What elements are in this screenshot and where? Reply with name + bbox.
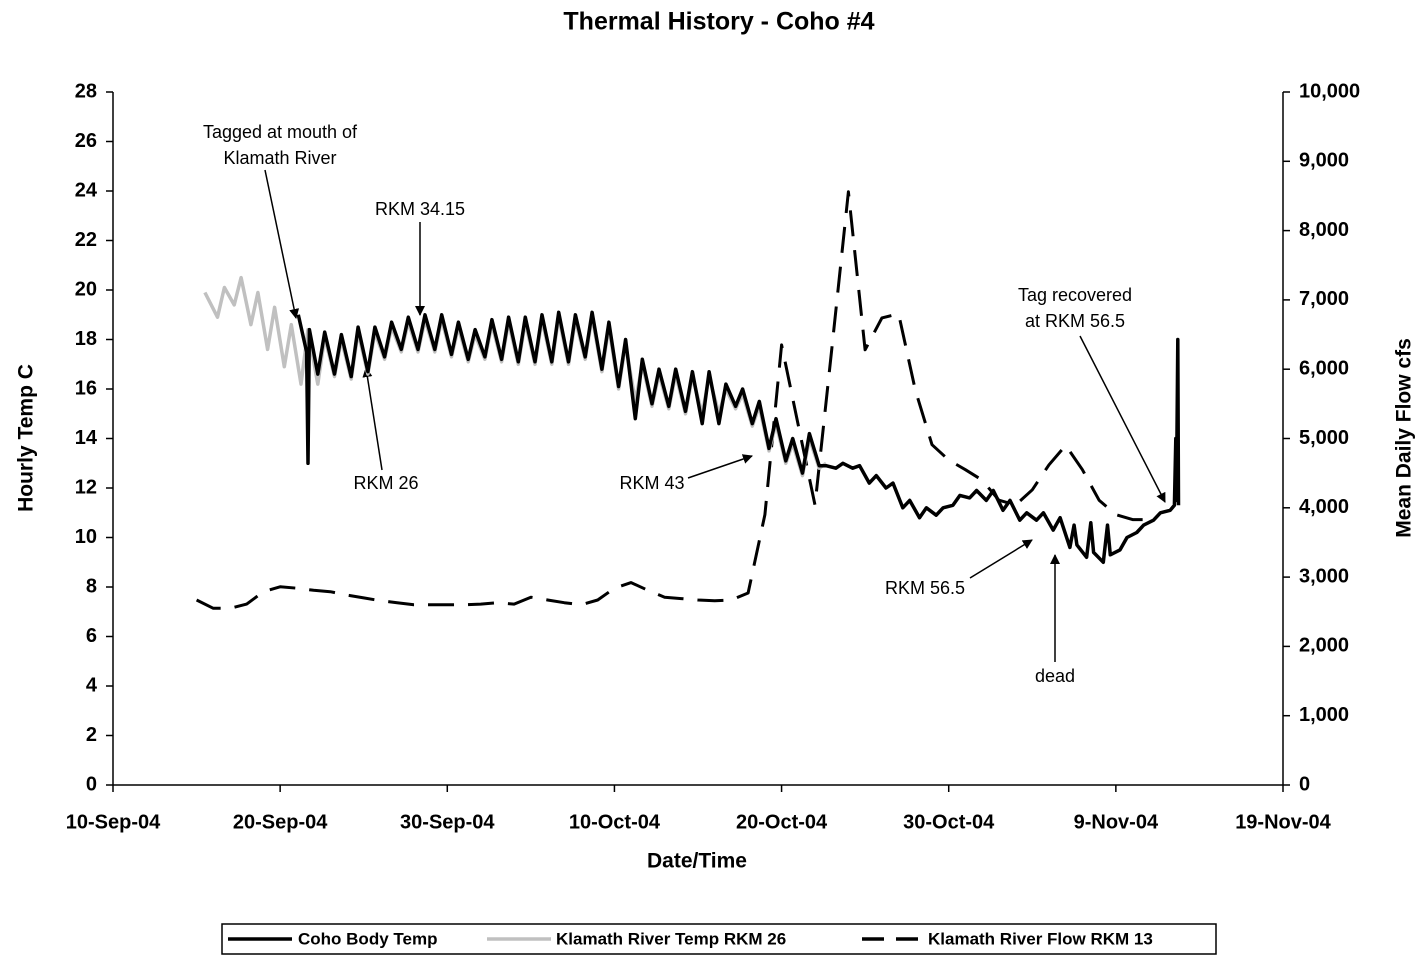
y-tick-label: 14 (75, 427, 98, 449)
y2-tick-label: 1,000 (1299, 704, 1349, 726)
y-tick-label: 20 (75, 278, 97, 300)
y-tick-label: 26 (75, 130, 97, 152)
y-tick-label: 28 (75, 80, 97, 102)
annotation: dead (1035, 666, 1075, 686)
y2-axis-label: Mean Daily Flow cfs (1393, 338, 1416, 538)
annotation: RKM 26 (353, 473, 418, 493)
annotation: Tagged at mouth of (203, 122, 358, 142)
x-tick-label: 30-Sep-04 (400, 811, 495, 833)
annotation: RKM 56.5 (885, 578, 965, 598)
y2-tick-label: 8,000 (1299, 219, 1349, 241)
y2-tick-label: 2,000 (1299, 635, 1349, 657)
y2-tick-label: 7,000 (1299, 288, 1349, 310)
legend-box (221, 923, 1217, 955)
x-tick-label: 20-Sep-04 (233, 811, 328, 833)
annotation: Tag recovered (1018, 285, 1132, 305)
annotation: RKM 43 (619, 473, 684, 493)
arrow (969, 539, 1033, 579)
y-tick-label: 16 (75, 377, 97, 399)
y-tick-label: 18 (75, 328, 97, 350)
arrow (687, 454, 753, 479)
legend-label: Coho Body Temp (298, 929, 437, 948)
series-line (296, 310, 1181, 565)
y-tick-label: 6 (86, 625, 97, 647)
x-axis-label: Date/Time (647, 850, 747, 873)
x-tick-label: 10-Sep-04 (66, 811, 161, 833)
annotation: Klamath River (223, 148, 336, 168)
legend-label: Klamath River Flow RKM 13 (928, 929, 1153, 948)
y-tick-label: 0 (86, 773, 97, 795)
chart-title: Thermal History - Coho #4 (563, 8, 874, 36)
y2-tick-label: 6,000 (1299, 357, 1349, 379)
y2-tick-label: 10,000 (1299, 80, 1360, 102)
y2-tick-label: 4,000 (1299, 496, 1349, 518)
x-tick-label: 20-Oct-04 (736, 811, 828, 833)
annotation: at RKM 56.5 (1025, 311, 1125, 331)
legend-label: Klamath River Temp RKM 26 (556, 929, 786, 948)
series-line (195, 190, 1150, 610)
arrow (1079, 335, 1166, 503)
annotation: RKM 34.15 (375, 199, 465, 219)
y-tick-label: 12 (75, 476, 97, 498)
y-tick-label: 2 (86, 724, 97, 746)
y2-tick-label: 9,000 (1299, 150, 1349, 172)
y-tick-label: 24 (75, 179, 98, 201)
y-tick-label: 8 (86, 575, 97, 597)
y2-tick-label: 5,000 (1299, 427, 1349, 449)
y-tick-label: 10 (75, 526, 97, 548)
y-tick-label: 22 (75, 229, 97, 251)
arrow (362, 367, 383, 471)
series-line (203, 275, 828, 478)
x-tick-label: 9-Nov-04 (1074, 811, 1159, 833)
x-tick-label: 30-Oct-04 (903, 811, 995, 833)
arrow (264, 169, 300, 319)
y-axis-label: Hourly Temp C (15, 364, 38, 512)
x-tick-label: 19-Nov-04 (1235, 811, 1331, 833)
y2-tick-label: 3,000 (1299, 565, 1349, 587)
x-tick-label: 10-Oct-04 (569, 811, 661, 833)
annotation-arrows (264, 169, 1166, 662)
y-tick-label: 4 (86, 674, 98, 696)
y2-tick-label: 0 (1299, 773, 1310, 795)
